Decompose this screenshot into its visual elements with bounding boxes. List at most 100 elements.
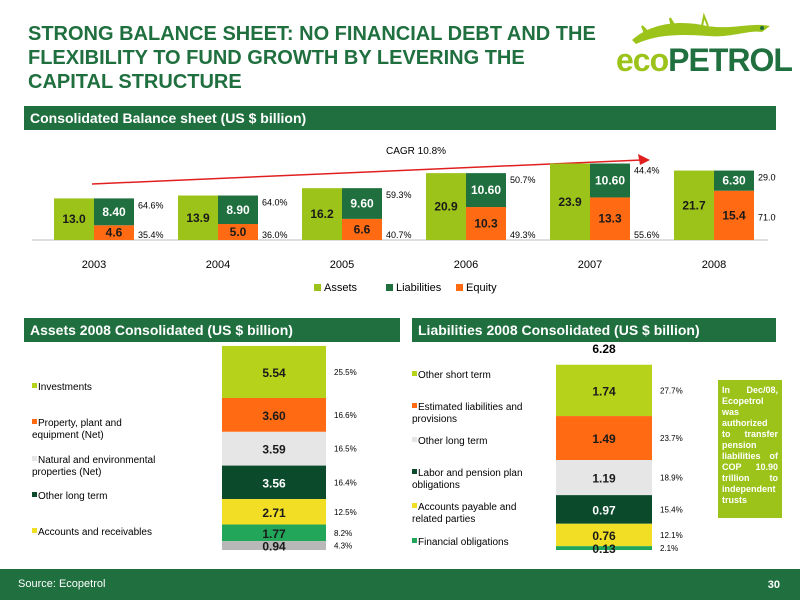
x-tick-label: 2005 <box>330 259 354 271</box>
equity-bar <box>218 224 258 240</box>
liabilities-pct-label: 29.0% <box>758 173 776 183</box>
balance-sheet-chart: CAGR 10.8% 13.0 8.40 4.6 64.6% 35.4% 2003 13.9 8… <box>32 146 776 294</box>
stack-segment <box>556 546 652 550</box>
legend-label: Property, plant and <box>38 418 122 429</box>
assets-value-label: 21.7 <box>682 198 706 212</box>
equity-bar <box>714 190 754 240</box>
assets-value-label: 20.9 <box>434 200 458 214</box>
segment-pct-label: 23.7% <box>660 434 683 443</box>
legend-label: Assets <box>324 282 358 294</box>
liabilities-value-label: 10.60 <box>471 183 501 197</box>
legend-swatch <box>412 503 417 508</box>
equity-value-label: 5.0 <box>230 225 247 239</box>
legend-swatch <box>32 492 37 497</box>
equity-value-label: 6.6 <box>354 222 371 236</box>
assets-chart: 21.715.5425.5%3.6016.6%3.5916.5%3.5616.4… <box>32 345 357 554</box>
legend-swatch <box>412 469 417 474</box>
equity-pct-label: 49.3% <box>510 230 536 240</box>
assets-bar <box>426 173 466 240</box>
legend-swatch <box>412 538 417 543</box>
equity-bar <box>94 225 134 240</box>
source-text: Source: Ecopetrol <box>18 578 106 590</box>
segment-pct-label: 27.7% <box>660 386 683 395</box>
liabilities-value-label: 6.30 <box>722 174 746 188</box>
liabilities-chart: 6.28 1.74 27.7% 1.49 23.7% 1.19 18.9% 0.97 15.4%… <box>412 342 683 556</box>
legend-swatch <box>412 403 417 408</box>
legend-label: Other short term <box>418 370 491 381</box>
segment-value-label: 3.60 <box>262 409 286 423</box>
liabilities-header: Liabilities 2008 Consolidated (US $ bill… <box>412 318 776 342</box>
stack-segment <box>222 524 326 542</box>
liabilities-pct-label: 64.0% <box>262 198 288 208</box>
legend-label: Estimated liabilities and <box>418 402 523 413</box>
segment-value-label: 0.13 <box>592 542 616 556</box>
segment-pct-label: 8.2% <box>334 529 352 538</box>
legend-label: properties (Net) <box>32 467 101 478</box>
segment-pct-label: 4.3% <box>334 542 352 551</box>
assets-bar <box>178 195 218 240</box>
legend-swatch <box>32 528 37 533</box>
legend-label: Other long term <box>418 436 487 447</box>
assets-bar <box>674 170 714 240</box>
liabilities-bar <box>466 173 506 208</box>
liabilities-value-label: 10.60 <box>595 173 625 187</box>
assets-value-label: 13.0 <box>62 212 86 226</box>
segment-pct-label: 18.9% <box>660 474 683 483</box>
stack-segment <box>222 499 326 525</box>
legend-label: Accounts payable and <box>418 502 516 513</box>
assets-value-label: 16.2 <box>310 207 334 221</box>
ecopetrol-logo: ecoPETROL <box>612 12 793 82</box>
equity-bar <box>342 218 382 240</box>
legend-swatch <box>32 419 37 424</box>
legend-label: Other long term <box>38 491 107 502</box>
legend-swatch <box>412 437 417 442</box>
liabilities-bar <box>714 170 754 191</box>
iguana-icon <box>632 12 770 44</box>
legend-label: Financial obligations <box>418 537 509 548</box>
segment-value-label: 1.49 <box>592 432 616 446</box>
equity-pct-label: 55.6% <box>634 230 660 240</box>
segment-pct-label: 2.1% <box>660 544 678 553</box>
logo-wordmark: ecoPETROL <box>616 42 793 78</box>
stack-segment <box>222 465 326 500</box>
segment-pct-label: 25.5% <box>334 368 357 377</box>
legend-swatch <box>314 284 321 291</box>
x-tick-label: 2007 <box>578 259 602 271</box>
segment-value-label: 5.54 <box>262 366 286 380</box>
footer: Source: Ecopetrol 30 <box>0 569 800 600</box>
liabilities-value-label: 8.90 <box>226 203 250 217</box>
total-label: 6.28 <box>592 342 616 356</box>
legend-label: obligations <box>412 480 460 491</box>
stack-segment <box>556 416 652 461</box>
assets-header: Assets 2008 Consolidated (US $ billion) <box>24 318 400 342</box>
segment-value-label: 0.94 <box>262 540 286 554</box>
equity-pct-label: 35.4% <box>138 230 164 240</box>
liabilities-pct-label: 59.3% <box>386 190 412 200</box>
pension-note: In Dec/08, Ecopetrol was authorized to t… <box>718 380 782 518</box>
balance-sheet-header: Consolidated Balance sheet (US $ billion… <box>24 106 776 130</box>
stack-segment <box>556 495 652 524</box>
assets-bar <box>302 188 342 240</box>
segment-value-label: 3.56 <box>262 476 286 490</box>
x-tick-label: 2004 <box>206 259 230 271</box>
legend-label: Investments <box>38 382 92 393</box>
legend-swatch <box>386 284 393 291</box>
stack-segment <box>556 523 652 547</box>
page-title: STRONG BALANCE SHEET: NO FINANCIAL DEBT … <box>28 23 596 93</box>
legend-label: related parties <box>412 514 475 525</box>
legend-swatch <box>32 456 37 461</box>
liabilities-bar <box>590 163 630 198</box>
assets-value-label: 23.9 <box>558 195 582 209</box>
liabilities-bar <box>218 195 258 224</box>
segment-pct-label: 15.4% <box>660 505 683 514</box>
x-tick-label: 2006 <box>454 259 478 271</box>
legend-label: provisions <box>412 414 457 425</box>
segment-value-label: 0.97 <box>592 503 616 517</box>
segment-pct-label: 16.4% <box>334 478 357 487</box>
liabilities-value-label: 9.60 <box>350 197 374 211</box>
assets-value-label: 13.9 <box>186 211 210 225</box>
cagr-label: CAGR 10.8% <box>386 146 446 157</box>
equity-value-label: 10.3 <box>474 217 498 231</box>
stack-segment <box>222 345 326 399</box>
legend-label: Accounts and receivables <box>38 527 152 538</box>
